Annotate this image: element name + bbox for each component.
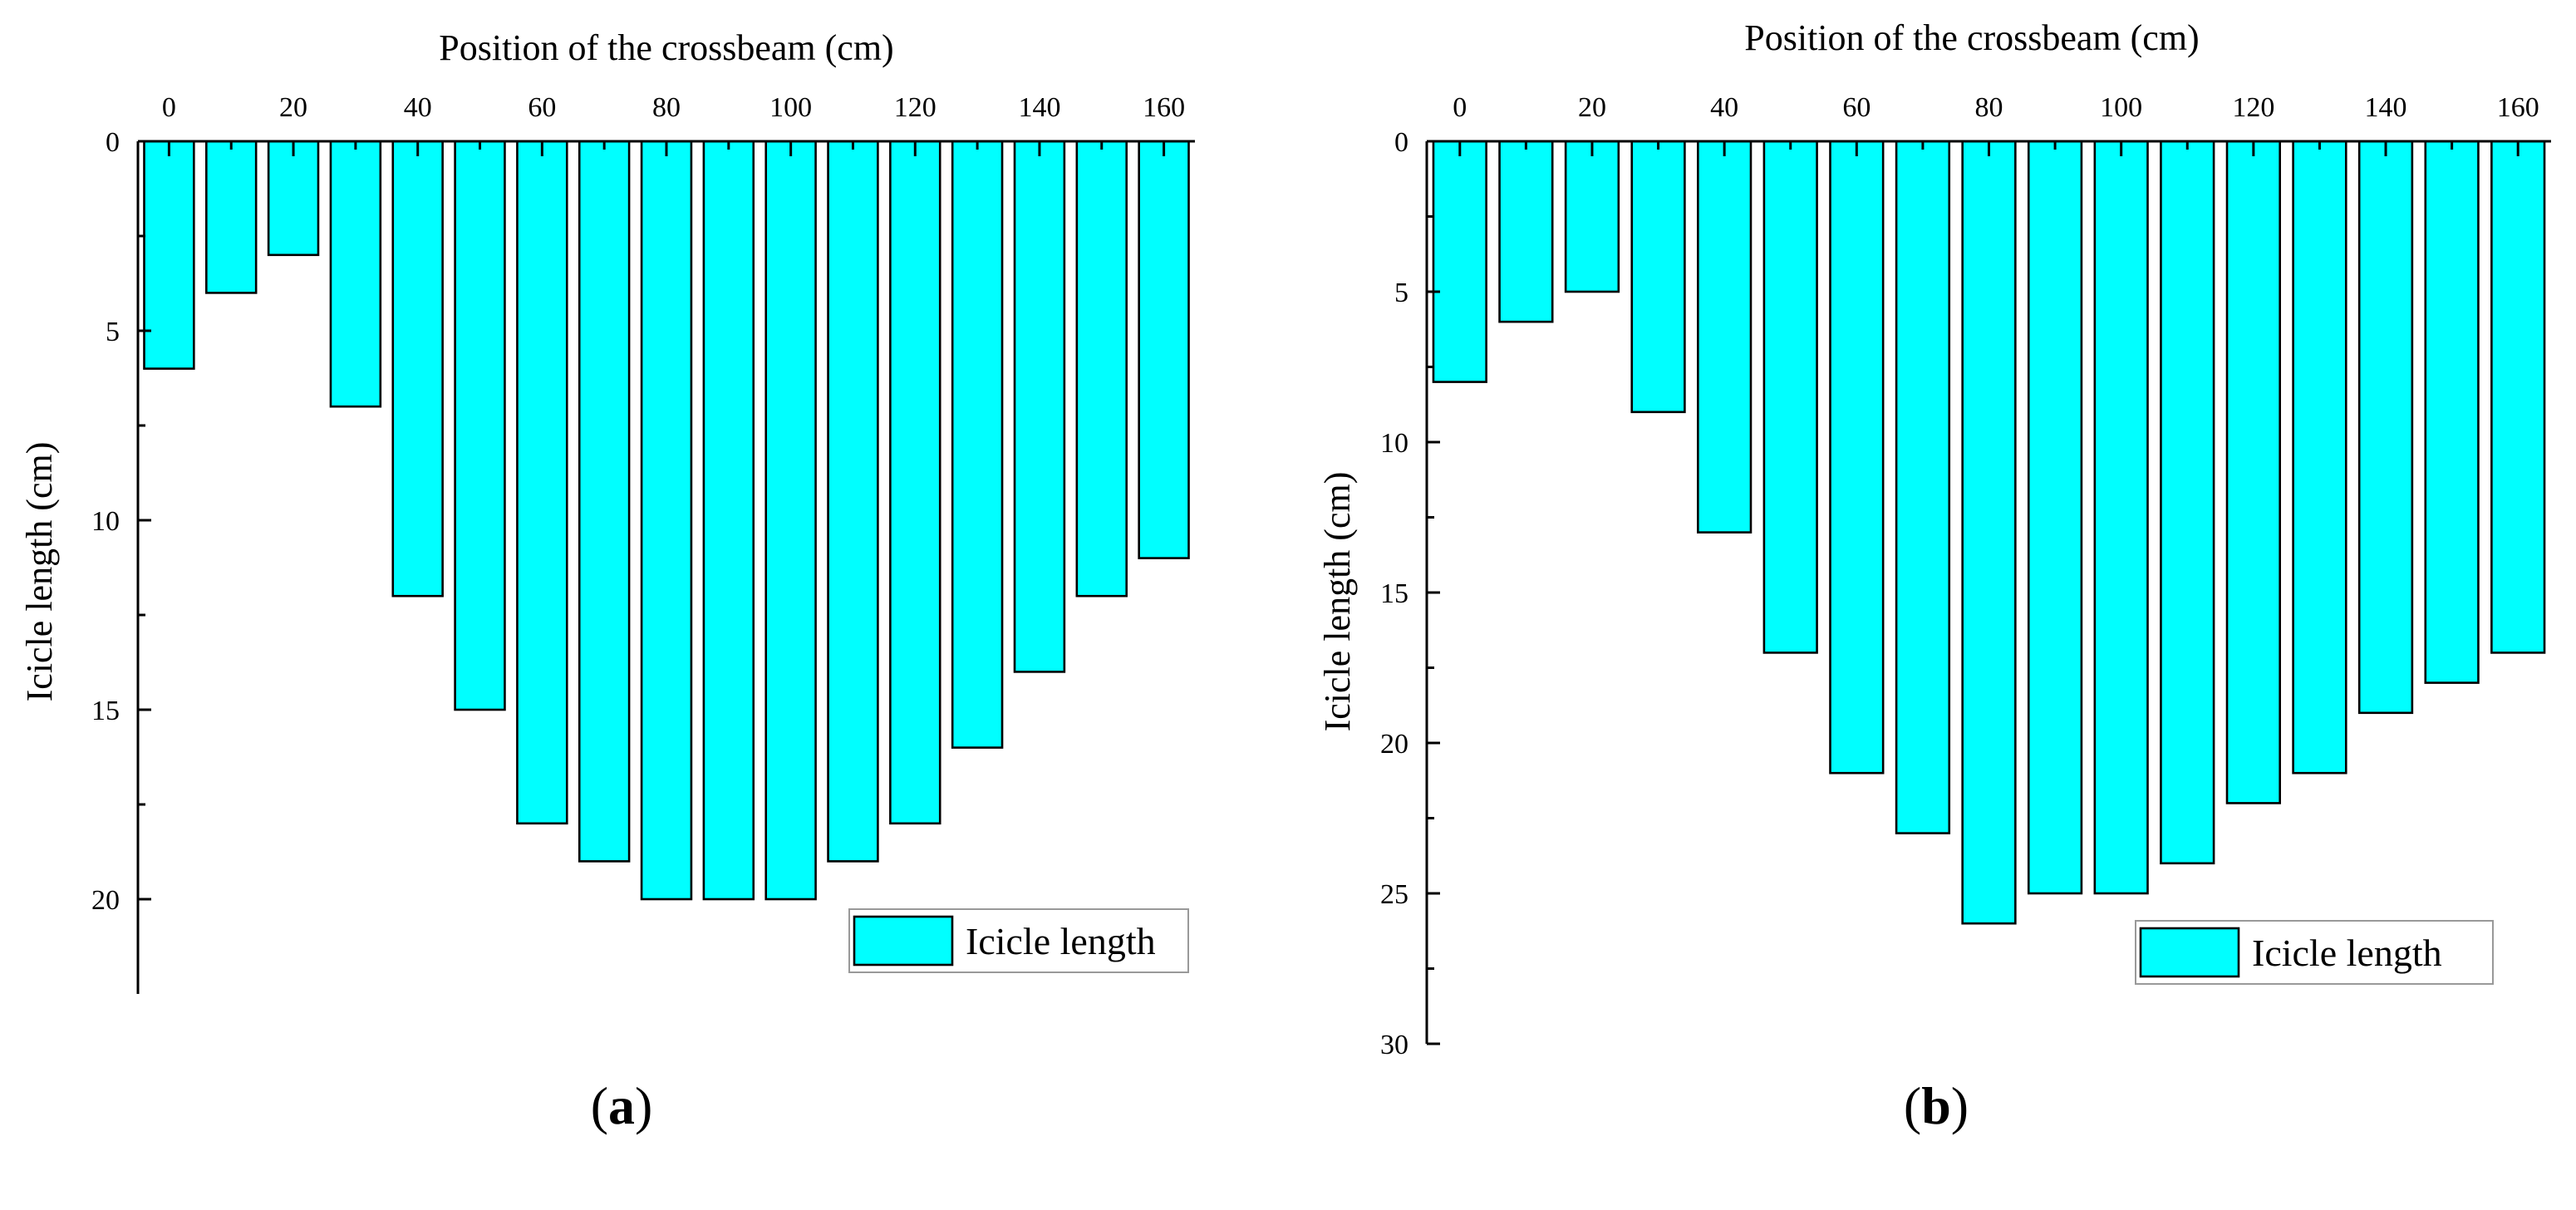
bar-b-130 — [2292, 140, 2347, 775]
x-tick-label: 100 — [2100, 92, 2142, 123]
y-axis-title: Icicle length (cm) — [1317, 472, 1358, 732]
panel-label: (a) — [591, 1076, 653, 1135]
x-tick-label: 140 — [1018, 92, 1060, 123]
bar-a-110 — [827, 140, 879, 863]
bar-b-100 — [2093, 140, 2149, 895]
bar-a-50 — [454, 140, 506, 711]
bar-b-150 — [2424, 140, 2480, 684]
y-tick-label: 20 — [91, 885, 120, 916]
x-tick-label: 120 — [2232, 92, 2274, 123]
y-tick-label: 20 — [1380, 729, 1408, 760]
chart-panel-a: 0 20 40 60 80 100 120 140 160 0 5 10 15 20 Position of… — [19, 27, 1195, 1135]
x-tick-label: 0 — [1453, 92, 1467, 123]
bar-a-20 — [267, 140, 320, 257]
x-tick-label: 20 — [1578, 92, 1606, 123]
x-tick-label: 20 — [279, 92, 307, 123]
x-tick-label: 40 — [1710, 92, 1738, 123]
y-tick-label: 10 — [91, 506, 120, 537]
bar-b-140 — [2357, 140, 2414, 715]
x-tick-label: 40 — [404, 92, 432, 123]
bar-b-50 — [1762, 140, 1818, 654]
bar-a-0 — [143, 140, 195, 370]
x-tick-label: 100 — [769, 92, 812, 123]
bar-b-160 — [2490, 140, 2546, 654]
bar-b-0 — [1432, 140, 1487, 383]
bar-a-150 — [1075, 140, 1128, 598]
bar-a-10 — [205, 140, 258, 294]
bar-b-90 — [2027, 140, 2083, 895]
x-tick-label: 140 — [2365, 92, 2407, 123]
legend-label: Icicle length — [2252, 932, 2442, 974]
bar-a-90 — [702, 140, 755, 901]
bar-b-80 — [1961, 140, 2017, 925]
legend-label: Icicle length — [966, 920, 1156, 962]
bar-a-100 — [764, 140, 817, 901]
y-tick-label: 15 — [1380, 578, 1408, 609]
bar-b-40 — [1697, 140, 1753, 534]
bar-a-120 — [889, 140, 941, 825]
bar-a-70 — [578, 140, 631, 863]
x-axis-title: Position of the crossbeam (cm) — [439, 27, 893, 68]
x-tick-label: 0 — [162, 92, 176, 123]
bar-b-70 — [1895, 140, 1951, 834]
y-tick-label: 25 — [1380, 879, 1408, 910]
y-axis-title: Icicle length (cm) — [19, 442, 60, 702]
y-tick-label: 15 — [91, 696, 120, 726]
y-tick-label: 0 — [1394, 127, 1408, 158]
x-tick-label: 160 — [1143, 92, 1185, 123]
bar-a-140 — [1013, 140, 1066, 673]
x-tick-label: 160 — [2497, 92, 2539, 123]
bar-a-130 — [951, 140, 1004, 749]
x-tick-label: 80 — [1975, 92, 2003, 123]
bar-a-40 — [391, 140, 444, 598]
y-tick-label: 0 — [106, 127, 120, 158]
y-tick-label: 5 — [106, 317, 120, 347]
x-tick-label: 80 — [652, 92, 681, 123]
bar-b-60 — [1829, 140, 1885, 775]
bar-a-160 — [1138, 140, 1190, 559]
y-tick-label: 10 — [1380, 428, 1408, 459]
panel-label: (b) — [1904, 1076, 1969, 1135]
bar-a-80 — [640, 140, 693, 901]
bar-b-30 — [1630, 140, 1686, 414]
bar-a-30 — [329, 140, 382, 408]
y-tick-label: 30 — [1380, 1030, 1408, 1060]
bar-a-60 — [516, 140, 568, 825]
x-tick-label: 120 — [894, 92, 937, 123]
bar-b-120 — [2225, 140, 2281, 804]
x-axis-title: Position of the crossbeam (cm) — [1744, 17, 2199, 58]
x-tick-label: 60 — [1842, 92, 1871, 123]
bar-b-10 — [1498, 140, 1554, 323]
y-tick-label: 5 — [1394, 278, 1408, 308]
chart-panel-b: 0 20 40 60 80 100 120 140 160 0 5 10 15 20 25 30 Positio… — [1317, 17, 2551, 1135]
legend-swatch — [853, 915, 954, 967]
bar-b-110 — [2160, 140, 2215, 865]
bar-b-20 — [1564, 140, 1620, 293]
x-tick-label: 60 — [528, 92, 556, 123]
legend-swatch — [2139, 927, 2240, 978]
